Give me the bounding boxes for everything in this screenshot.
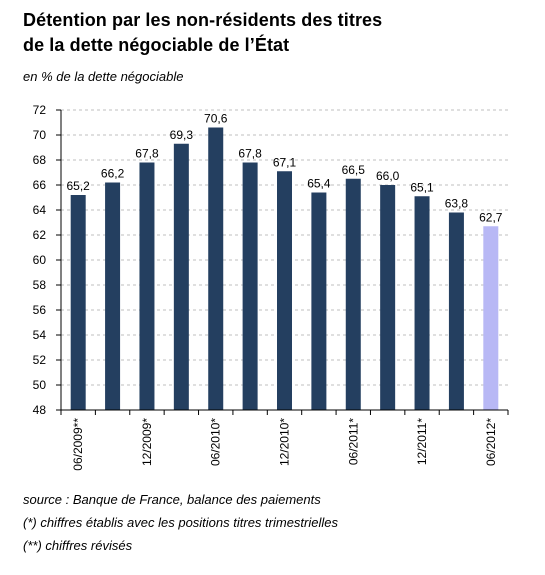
bar	[311, 192, 327, 410]
x-tick-label: 06/2012*	[484, 418, 498, 466]
value-label: 67,8	[135, 147, 159, 161]
value-label: 67,1	[273, 155, 297, 169]
bar	[483, 226, 499, 410]
x-tick-label: 12/2010*	[278, 418, 292, 466]
value-label: 67,8	[238, 147, 262, 161]
bar	[345, 178, 361, 410]
footnote-revised: (**) chiffres révisés	[23, 538, 133, 553]
bar	[242, 162, 258, 410]
bar	[208, 127, 224, 410]
axes	[56, 109, 509, 415]
value-labels: 65,2 66,2 67,8 69,3 70,6 67,8 67,1 65,4 66,5 66,0…	[67, 112, 503, 225]
bar	[105, 182, 121, 410]
y-tick-label: 54	[33, 328, 47, 342]
y-tick-label: 66	[33, 178, 47, 192]
bar	[173, 143, 189, 410]
chart-subtitle: en % de la dette négociable	[23, 69, 184, 84]
chart-title-line-1: Détention par les non-résidents des titr…	[23, 10, 383, 30]
value-label: 65,2	[67, 179, 91, 193]
x-tick-label: 06/2009**	[71, 418, 85, 471]
value-label: 66,5	[342, 163, 366, 177]
y-tick-label: 50	[33, 378, 47, 392]
x-tick-labels: 06/2009** 12/2009* 06/2010* 12/2010* 06/2011…	[71, 418, 498, 471]
bars	[70, 127, 499, 410]
y-tick-label: 56	[33, 303, 47, 317]
chart-title-line-2: de la dette négociable de l’État	[23, 35, 290, 55]
y-tick-label: 68	[33, 153, 47, 167]
bar	[380, 185, 396, 410]
y-tick-labels: 48 50 52 54 56 58 60 62 64 66 68 70 72	[33, 103, 47, 417]
y-tick-label: 62	[33, 228, 47, 242]
x-tick-label: 06/2011*	[346, 418, 360, 465]
value-label: 63,8	[445, 197, 469, 211]
y-tick-label: 58	[33, 278, 47, 292]
y-tick-label: 48	[33, 403, 47, 417]
x-tick-label: 12/2009*	[140, 418, 154, 466]
y-tick-label: 70	[33, 128, 47, 142]
value-label: 65,4	[307, 177, 331, 191]
bar	[414, 196, 430, 410]
y-tick-label: 64	[33, 203, 47, 217]
value-label: 65,1	[410, 180, 434, 194]
value-label: 62,7	[479, 210, 503, 224]
value-label: 70,6	[204, 112, 228, 126]
bar	[448, 212, 464, 410]
x-tick-label: 06/2010*	[209, 418, 223, 466]
bar	[277, 171, 292, 410]
chart-title: Détention par les non-résidents des titr…	[23, 8, 382, 58]
y-tick-label: 60	[33, 253, 47, 267]
footnote-quarterly: (*) chiffres établis avec les positions …	[23, 515, 338, 530]
chart-notes: source : Banque de France, balance des p…	[23, 488, 338, 557]
bar	[70, 195, 86, 410]
bar	[139, 162, 155, 410]
x-tick-label: 12/2011*	[415, 418, 429, 465]
source-note: source : Banque de France, balance des p…	[23, 492, 321, 507]
y-tick-label: 52	[33, 353, 47, 367]
value-label: 66,2	[101, 167, 125, 181]
y-tick-label: 72	[33, 103, 47, 117]
value-label: 69,3	[170, 128, 194, 142]
value-label: 66,0	[376, 169, 400, 183]
